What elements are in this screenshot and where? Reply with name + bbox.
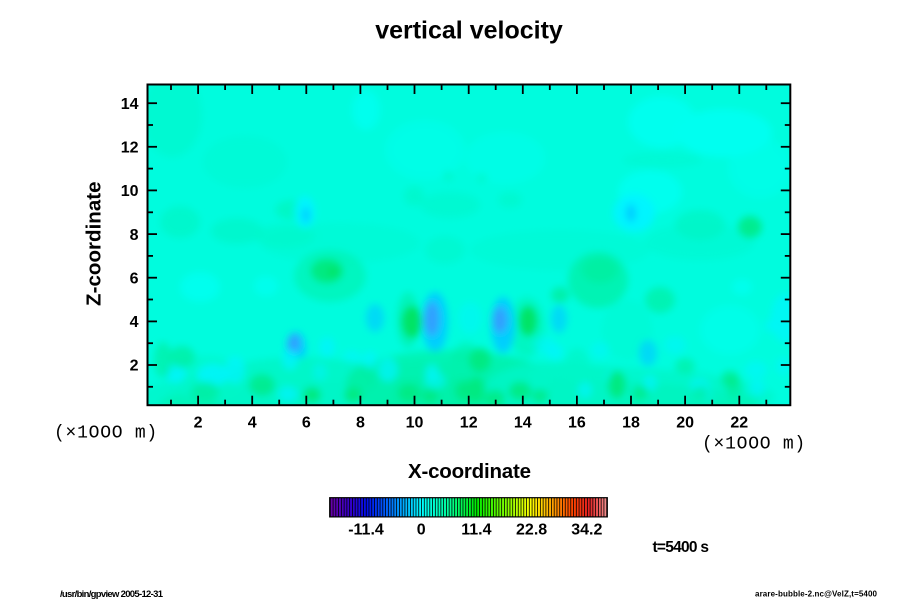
svg-text:6: 6 (302, 414, 311, 431)
svg-text:18: 18 (622, 414, 640, 431)
svg-text:8: 8 (130, 227, 139, 244)
svg-text:11.4: 11.4 (461, 521, 491, 538)
svg-text:22: 22 (730, 414, 748, 431)
svg-text:16: 16 (568, 414, 586, 431)
svg-text:(×1OOO m): (×1OOO m) (702, 435, 806, 455)
svg-text:12: 12 (121, 140, 139, 157)
svg-text:22.8: 22.8 (516, 521, 547, 538)
svg-text:(×1OOO m): (×1OOO m) (54, 424, 158, 444)
svg-text:14: 14 (514, 414, 532, 431)
svg-text:4: 4 (130, 314, 139, 331)
svg-text:arare-bubble-2.nc@VelZ,t=5400: arare-bubble-2.nc@VelZ,t=5400 (755, 590, 878, 599)
svg-text:X-coordinate: X-coordinate (408, 460, 531, 483)
svg-text:2: 2 (194, 414, 203, 431)
svg-text:4: 4 (248, 414, 257, 431)
svg-text:10: 10 (121, 183, 139, 200)
svg-text:0: 0 (417, 521, 426, 538)
svg-text:12: 12 (460, 414, 478, 431)
svg-text:20: 20 (676, 414, 694, 431)
svg-text:2: 2 (130, 358, 139, 375)
svg-text:-11.4: -11.4 (348, 521, 384, 538)
svg-text:8: 8 (356, 414, 365, 431)
svg-text:14: 14 (121, 96, 139, 113)
svg-text:Z-coordinate: Z-coordinate (83, 181, 106, 306)
svg-text:34.2: 34.2 (571, 521, 602, 538)
svg-text:10: 10 (406, 414, 424, 431)
svg-text:6: 6 (130, 270, 139, 287)
svg-text:/usr/bin/gpview 2005-12-31: /usr/bin/gpview 2005-12-31 (60, 589, 164, 600)
svg-text:t=5400 s: t=5400 s (653, 539, 710, 556)
svg-text:vertical velocity: vertical velocity (375, 17, 563, 45)
